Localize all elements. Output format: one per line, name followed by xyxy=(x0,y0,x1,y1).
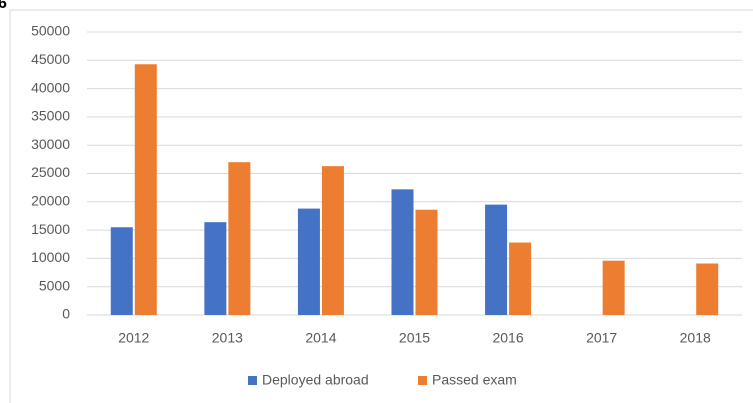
bar xyxy=(297,208,320,315)
bar xyxy=(110,227,133,315)
bar xyxy=(509,242,532,315)
bar xyxy=(696,263,719,315)
x-tick-label: 2018 xyxy=(680,330,711,346)
bar xyxy=(602,260,625,315)
legend-swatch xyxy=(248,376,257,385)
bar xyxy=(415,209,438,315)
x-tick-label: 2012 xyxy=(118,330,149,346)
x-tick-label: 2015 xyxy=(399,330,430,346)
y-tick-label: 20000 xyxy=(31,193,70,209)
legend-swatch xyxy=(418,376,427,385)
y-tick-label: 40000 xyxy=(31,79,70,95)
chart-frame xyxy=(9,9,753,403)
y-tick-label: 35000 xyxy=(31,108,70,124)
corner-label: 6 xyxy=(0,0,7,12)
legend-label: Deployed abroad xyxy=(262,372,369,388)
legend-label: Passed exam xyxy=(432,372,517,388)
bar xyxy=(321,166,344,315)
bar xyxy=(134,64,157,316)
bar xyxy=(228,162,251,315)
bar xyxy=(391,189,414,315)
y-tick-label: 10000 xyxy=(31,249,70,265)
x-tick-label: 2016 xyxy=(492,330,523,346)
x-tick-label: 2013 xyxy=(212,330,243,346)
x-tick-label: 2017 xyxy=(586,330,617,346)
y-tick-label: 5000 xyxy=(39,277,70,293)
bar xyxy=(485,204,508,315)
y-tick-label: 45000 xyxy=(31,51,70,67)
bar xyxy=(204,222,227,315)
y-tick-label: 30000 xyxy=(31,136,70,152)
y-tick-label: 50000 xyxy=(31,23,70,39)
y-tick-label: 0 xyxy=(62,306,70,322)
y-tick-label: 25000 xyxy=(31,164,70,180)
x-tick-label: 2014 xyxy=(305,330,336,346)
y-tick-label: 15000 xyxy=(31,221,70,237)
